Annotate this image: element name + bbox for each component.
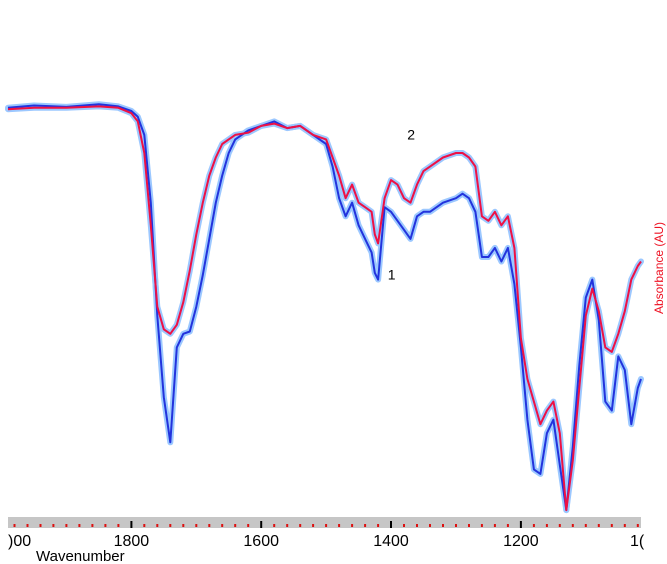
minor-tick: [312, 524, 315, 527]
minor-tick: [117, 524, 120, 527]
minor-tick: [286, 524, 289, 527]
minor-tick: [208, 524, 211, 527]
major-tick: [130, 521, 133, 528]
x-tick-label: 1(: [630, 533, 645, 550]
minor-tick: [91, 524, 94, 527]
minor-tick: [104, 524, 107, 527]
minor-tick: [78, 524, 81, 527]
y-axis-title: Absorbance (AU): [652, 222, 666, 314]
curve-labels: 12: [388, 126, 416, 282]
plot-area: [5, 101, 644, 514]
minor-tick: [571, 524, 574, 527]
minor-tick: [429, 524, 431, 527]
minor-tick: [26, 524, 29, 527]
minor-tick: [273, 524, 276, 527]
minor-tick: [182, 524, 185, 527]
minor-tick: [480, 524, 483, 527]
minor-tick: [13, 524, 16, 527]
series-1-line: [7, 103, 642, 512]
minor-tick: [156, 524, 159, 527]
minor-tick: [169, 524, 172, 527]
minor-tick: [623, 524, 626, 527]
minor-tick: [636, 524, 639, 527]
minor-tick: [416, 524, 418, 527]
major-tick: [519, 521, 522, 528]
minor-tick: [610, 524, 613, 527]
minor-tick: [584, 524, 587, 527]
minor-tick: [468, 524, 470, 527]
minor-tick: [39, 524, 42, 527]
x-axis-band: [8, 517, 641, 528]
minor-tick: [493, 524, 496, 527]
x-tick-label: 1600: [243, 533, 279, 550]
minor-tick: [247, 524, 250, 527]
minor-tick: [442, 524, 444, 527]
major-tick: [390, 521, 392, 528]
minor-tick: [364, 524, 367, 527]
x-tick-label: 1400: [373, 533, 409, 550]
minor-tick: [234, 524, 237, 527]
minor-tick: [338, 524, 341, 527]
x-tick-label: 1200: [503, 533, 539, 550]
minor-tick: [377, 524, 380, 527]
x-tick-label: )00: [8, 533, 31, 550]
curve-label-1: 1: [388, 267, 396, 283]
minor-tick: [299, 524, 302, 527]
x-axis-ticks: )00 1800 1600 1400 1200 1(: [8, 521, 645, 550]
x-axis-title: Wavenumber: [36, 548, 125, 564]
minor-tick: [325, 524, 328, 527]
minor-tick: [195, 524, 198, 527]
x-tick-label: 1800: [114, 533, 150, 550]
minor-tick: [65, 524, 68, 527]
minor-tick: [221, 524, 224, 527]
minor-tick: [506, 524, 509, 527]
minor-tick: [403, 524, 405, 527]
major-tick: [260, 521, 263, 528]
minor-tick: [351, 524, 354, 527]
minor-tick: [532, 524, 535, 527]
minor-tick: [455, 524, 457, 527]
series-1-halo: [5, 101, 644, 514]
curve-label-2: 2: [407, 126, 415, 142]
minor-tick: [597, 524, 600, 527]
minor-tick: [545, 524, 548, 527]
minor-tick: [143, 524, 146, 527]
minor-tick: [52, 524, 55, 527]
x-axis: )00 1800 1600 1400 1200 1( Wavenumber: [8, 517, 645, 564]
minor-tick: [558, 524, 561, 527]
series-2-line: [7, 105, 642, 512]
